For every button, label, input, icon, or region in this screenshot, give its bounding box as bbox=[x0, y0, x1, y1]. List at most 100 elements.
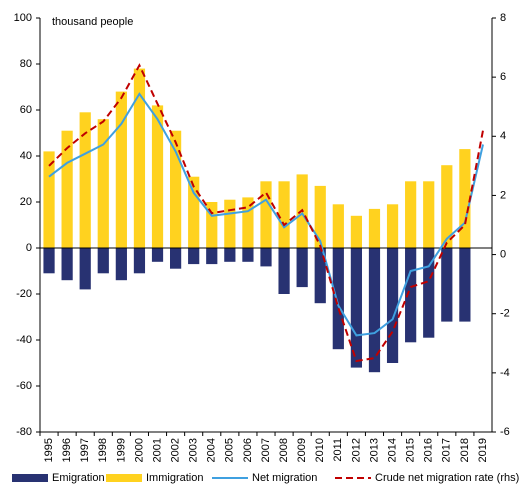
bar bbox=[97, 119, 109, 248]
x-tick-label: 2017 bbox=[441, 438, 453, 462]
bar bbox=[423, 248, 435, 338]
y2-tick-label: 4 bbox=[500, 130, 506, 142]
bar bbox=[133, 68, 146, 248]
x-tick-label: 2011 bbox=[332, 438, 344, 462]
x-tick-label: 2001 bbox=[151, 438, 163, 462]
bar bbox=[459, 149, 471, 248]
x-tick-label: 1998 bbox=[97, 438, 109, 462]
x-tick-label: 2007 bbox=[260, 438, 272, 462]
x-tick-label: 1995 bbox=[43, 438, 55, 462]
bar bbox=[151, 248, 164, 262]
y-tick-label: -80 bbox=[16, 426, 32, 438]
bar bbox=[61, 248, 73, 281]
bar bbox=[423, 181, 435, 248]
y2-tick-label: -6 bbox=[500, 426, 510, 438]
bar bbox=[368, 248, 381, 373]
y-tick-label: 60 bbox=[20, 104, 32, 116]
bar bbox=[278, 248, 290, 294]
bar bbox=[79, 248, 91, 290]
bar bbox=[459, 248, 471, 322]
legend-label: Immigration bbox=[146, 472, 203, 484]
x-tick-label: 2014 bbox=[386, 438, 398, 462]
y-tick-label: -60 bbox=[16, 380, 32, 392]
bar bbox=[332, 248, 344, 350]
x-tick-label: 2006 bbox=[242, 438, 254, 462]
bar bbox=[206, 202, 218, 248]
bar bbox=[441, 165, 453, 248]
bar bbox=[332, 204, 344, 248]
bar bbox=[314, 185, 326, 248]
x-tick-label: 1997 bbox=[79, 438, 91, 462]
bar bbox=[386, 248, 399, 363]
bar bbox=[43, 151, 55, 248]
bar bbox=[350, 215, 363, 248]
bar bbox=[97, 248, 109, 274]
x-tick-label: 2012 bbox=[350, 438, 362, 462]
x-tick-label: 2018 bbox=[459, 438, 471, 462]
bar bbox=[169, 248, 182, 269]
bar bbox=[260, 181, 272, 248]
y-tick-label: 100 bbox=[14, 12, 32, 24]
x-tick-label: 2000 bbox=[133, 438, 145, 462]
y-tick-label: 20 bbox=[20, 196, 32, 208]
bar bbox=[115, 91, 127, 248]
bar bbox=[224, 248, 236, 262]
line bbox=[48, 92, 484, 337]
bar bbox=[61, 130, 73, 248]
bar bbox=[43, 248, 55, 274]
x-tick-label: 2003 bbox=[188, 438, 200, 462]
bar bbox=[79, 112, 91, 248]
x-tick-label: 1996 bbox=[61, 438, 73, 462]
bar bbox=[224, 199, 236, 248]
x-tick-label: 2016 bbox=[423, 438, 435, 462]
bar bbox=[206, 248, 218, 265]
legend-label: Crude net migration rate (rhs) bbox=[375, 472, 519, 484]
x-tick-label: 2004 bbox=[206, 438, 218, 462]
y-tick-label: -40 bbox=[16, 334, 32, 346]
y-tick-label: 40 bbox=[20, 150, 32, 162]
y-tick-label: 80 bbox=[20, 58, 32, 70]
bar bbox=[242, 197, 254, 248]
bar bbox=[115, 248, 127, 281]
axis-unit-label: thousand people bbox=[52, 16, 133, 28]
y2-tick-label: -2 bbox=[500, 308, 510, 320]
y2-tick-label: 2 bbox=[500, 189, 506, 201]
x-tick-label: 2019 bbox=[477, 438, 489, 462]
bar bbox=[386, 204, 399, 248]
bar bbox=[314, 248, 326, 304]
legend-swatch bbox=[106, 474, 142, 482]
x-tick-label: 2013 bbox=[368, 438, 380, 462]
bar bbox=[188, 176, 200, 248]
x-tick-label: 2005 bbox=[224, 438, 236, 462]
x-tick-label: 2009 bbox=[296, 438, 308, 462]
bar bbox=[368, 208, 381, 248]
bar bbox=[405, 181, 417, 248]
bar bbox=[296, 248, 308, 288]
x-tick-label: 1999 bbox=[115, 438, 127, 462]
y-tick-label: -20 bbox=[16, 288, 32, 300]
y-tick-label: 0 bbox=[26, 242, 32, 254]
x-tick-label: 2008 bbox=[278, 438, 290, 462]
y2-tick-label: 8 bbox=[500, 12, 506, 24]
y2-tick-label: 6 bbox=[500, 71, 506, 83]
legend-label: Net migration bbox=[252, 472, 317, 484]
bar bbox=[405, 248, 417, 343]
bar bbox=[188, 248, 200, 265]
bar bbox=[169, 130, 182, 248]
bar bbox=[260, 248, 272, 267]
y2-tick-label: 0 bbox=[500, 248, 506, 260]
x-tick-label: 2002 bbox=[170, 438, 182, 462]
bar bbox=[133, 248, 146, 274]
bar bbox=[441, 248, 453, 322]
x-tick-label: 2015 bbox=[405, 438, 417, 462]
legend-swatch bbox=[12, 474, 48, 482]
x-tick-label: 2010 bbox=[314, 438, 326, 462]
line bbox=[48, 63, 484, 363]
y2-tick-label: -4 bbox=[500, 367, 510, 379]
bar bbox=[151, 105, 164, 249]
bar bbox=[278, 181, 290, 248]
bar bbox=[242, 248, 254, 262]
bar bbox=[350, 248, 363, 368]
legend-label: Emigration bbox=[52, 472, 105, 484]
